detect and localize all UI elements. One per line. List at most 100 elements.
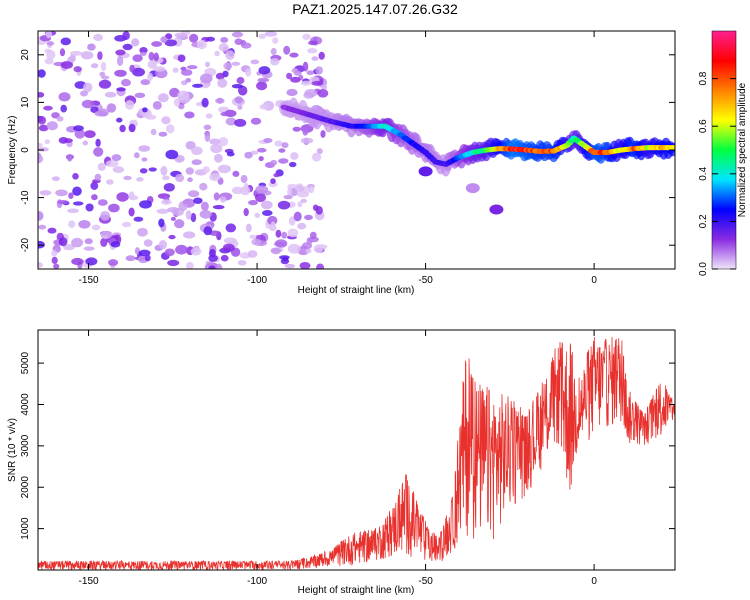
noise-cell	[308, 40, 318, 46]
noise-cell	[297, 222, 307, 230]
snr-frame	[37, 329, 676, 571]
noise-cell	[218, 43, 229, 52]
noise-cell	[192, 83, 204, 88]
noise-cell	[38, 154, 44, 164]
noise-cell	[281, 231, 288, 239]
noise-cell	[110, 241, 121, 248]
noise-cell	[170, 216, 176, 221]
noise-cell	[190, 247, 202, 256]
noise-cell	[173, 98, 180, 107]
noise-cell	[255, 185, 269, 194]
spectrogram-y-tick-label: 10	[20, 96, 31, 108]
snr-panel: -150 -100 -50 0 1000 2000 3000 4000 5000 Height …	[7, 329, 676, 596]
noise-cell	[292, 126, 301, 132]
noise-cell	[320, 130, 326, 138]
noise-cell	[72, 173, 79, 180]
noise-cell	[72, 186, 82, 196]
noise-cell	[226, 151, 235, 157]
noise-cell	[283, 195, 293, 200]
noise-cell	[245, 223, 252, 233]
noise-cell	[299, 262, 311, 269]
noise-cell	[100, 211, 111, 221]
noise-cell	[160, 199, 172, 205]
noise-cell	[91, 194, 98, 201]
noise-cell	[258, 66, 271, 75]
noise-cell	[238, 85, 248, 96]
noise-cell	[145, 114, 157, 120]
noise-cell	[172, 67, 179, 73]
noise-cell	[144, 254, 151, 262]
noise-cell	[90, 106, 99, 113]
noise-cell	[106, 103, 117, 113]
noise-cell	[183, 231, 196, 239]
noise-cell	[241, 42, 252, 49]
noise-cell	[275, 229, 282, 238]
noise-cell	[295, 185, 305, 193]
figure-title: PAZ1.2025.147.07.26.G32	[292, 1, 458, 17]
noise-cell	[317, 89, 329, 98]
spectrogram-y-tick-label: 20	[20, 49, 31, 61]
noise-cell	[56, 116, 64, 122]
noise-cell	[274, 140, 283, 147]
noise-cell	[38, 116, 47, 125]
noise-cell	[38, 262, 43, 268]
noise-cell	[47, 227, 57, 234]
noise-cell	[174, 219, 185, 229]
noise-cell	[63, 138, 73, 143]
noise-cell	[290, 76, 301, 83]
snr-y-tick-label: 4000	[20, 393, 31, 416]
noise-cell	[257, 77, 270, 83]
noise-cell	[136, 177, 144, 182]
noise-cell	[318, 51, 325, 60]
noise-cell	[139, 200, 152, 209]
noise-cell	[122, 43, 133, 51]
noise-cell	[293, 70, 302, 76]
noise-cell	[90, 181, 99, 190]
spectrogram-x-tick-label: 0	[591, 275, 597, 286]
noise-cell	[185, 167, 194, 175]
colorbar-tick-label: 0.4	[698, 166, 709, 180]
noise-cell	[200, 73, 213, 84]
noise-cell	[225, 117, 237, 126]
noise-cell	[157, 208, 166, 214]
noise-cell	[174, 32, 188, 38]
noise-cell	[311, 80, 324, 86]
noise-cell	[278, 158, 289, 164]
noise-cell	[167, 207, 180, 213]
colorbar-tick-label: 0.0	[698, 262, 709, 276]
noise-cell	[83, 82, 93, 93]
colorbar: 0.0 0.2 0.4 0.6 0.8 Normalized spectral ampl…	[698, 30, 748, 276]
spectrogram-image	[38, 31, 675, 269]
noise-cell	[308, 185, 315, 194]
noise-cell	[213, 192, 220, 201]
noise-cell	[162, 175, 170, 181]
spectrogram-x-tick-label: -50	[418, 275, 433, 286]
noise-cell	[249, 234, 257, 239]
noise-cell	[139, 47, 148, 54]
noise-cell	[212, 205, 225, 210]
noise-cell	[220, 254, 229, 262]
noise-cell	[189, 33, 199, 43]
noise-cell	[116, 56, 124, 66]
noise-cell	[153, 52, 159, 62]
noise-cell	[214, 50, 220, 57]
noise-cell	[215, 72, 225, 80]
noise-cell	[44, 139, 50, 144]
noise-cell	[270, 178, 276, 185]
noise-cell	[270, 47, 277, 56]
noise-cell	[305, 248, 312, 254]
noise-cell	[300, 137, 314, 144]
noise-cell	[116, 117, 123, 123]
spectrogram-y-tick-label: 0	[20, 147, 31, 153]
noise-cell	[312, 152, 322, 162]
noise-cell	[119, 124, 126, 133]
noise-cell	[87, 43, 96, 51]
noise-cell	[278, 148, 286, 153]
noise-cell	[45, 31, 52, 39]
noise-cell	[72, 201, 84, 206]
noise-cell	[148, 167, 157, 172]
noise-cell	[307, 48, 318, 54]
noise-cell	[46, 41, 55, 46]
noise-cell	[164, 39, 177, 47]
